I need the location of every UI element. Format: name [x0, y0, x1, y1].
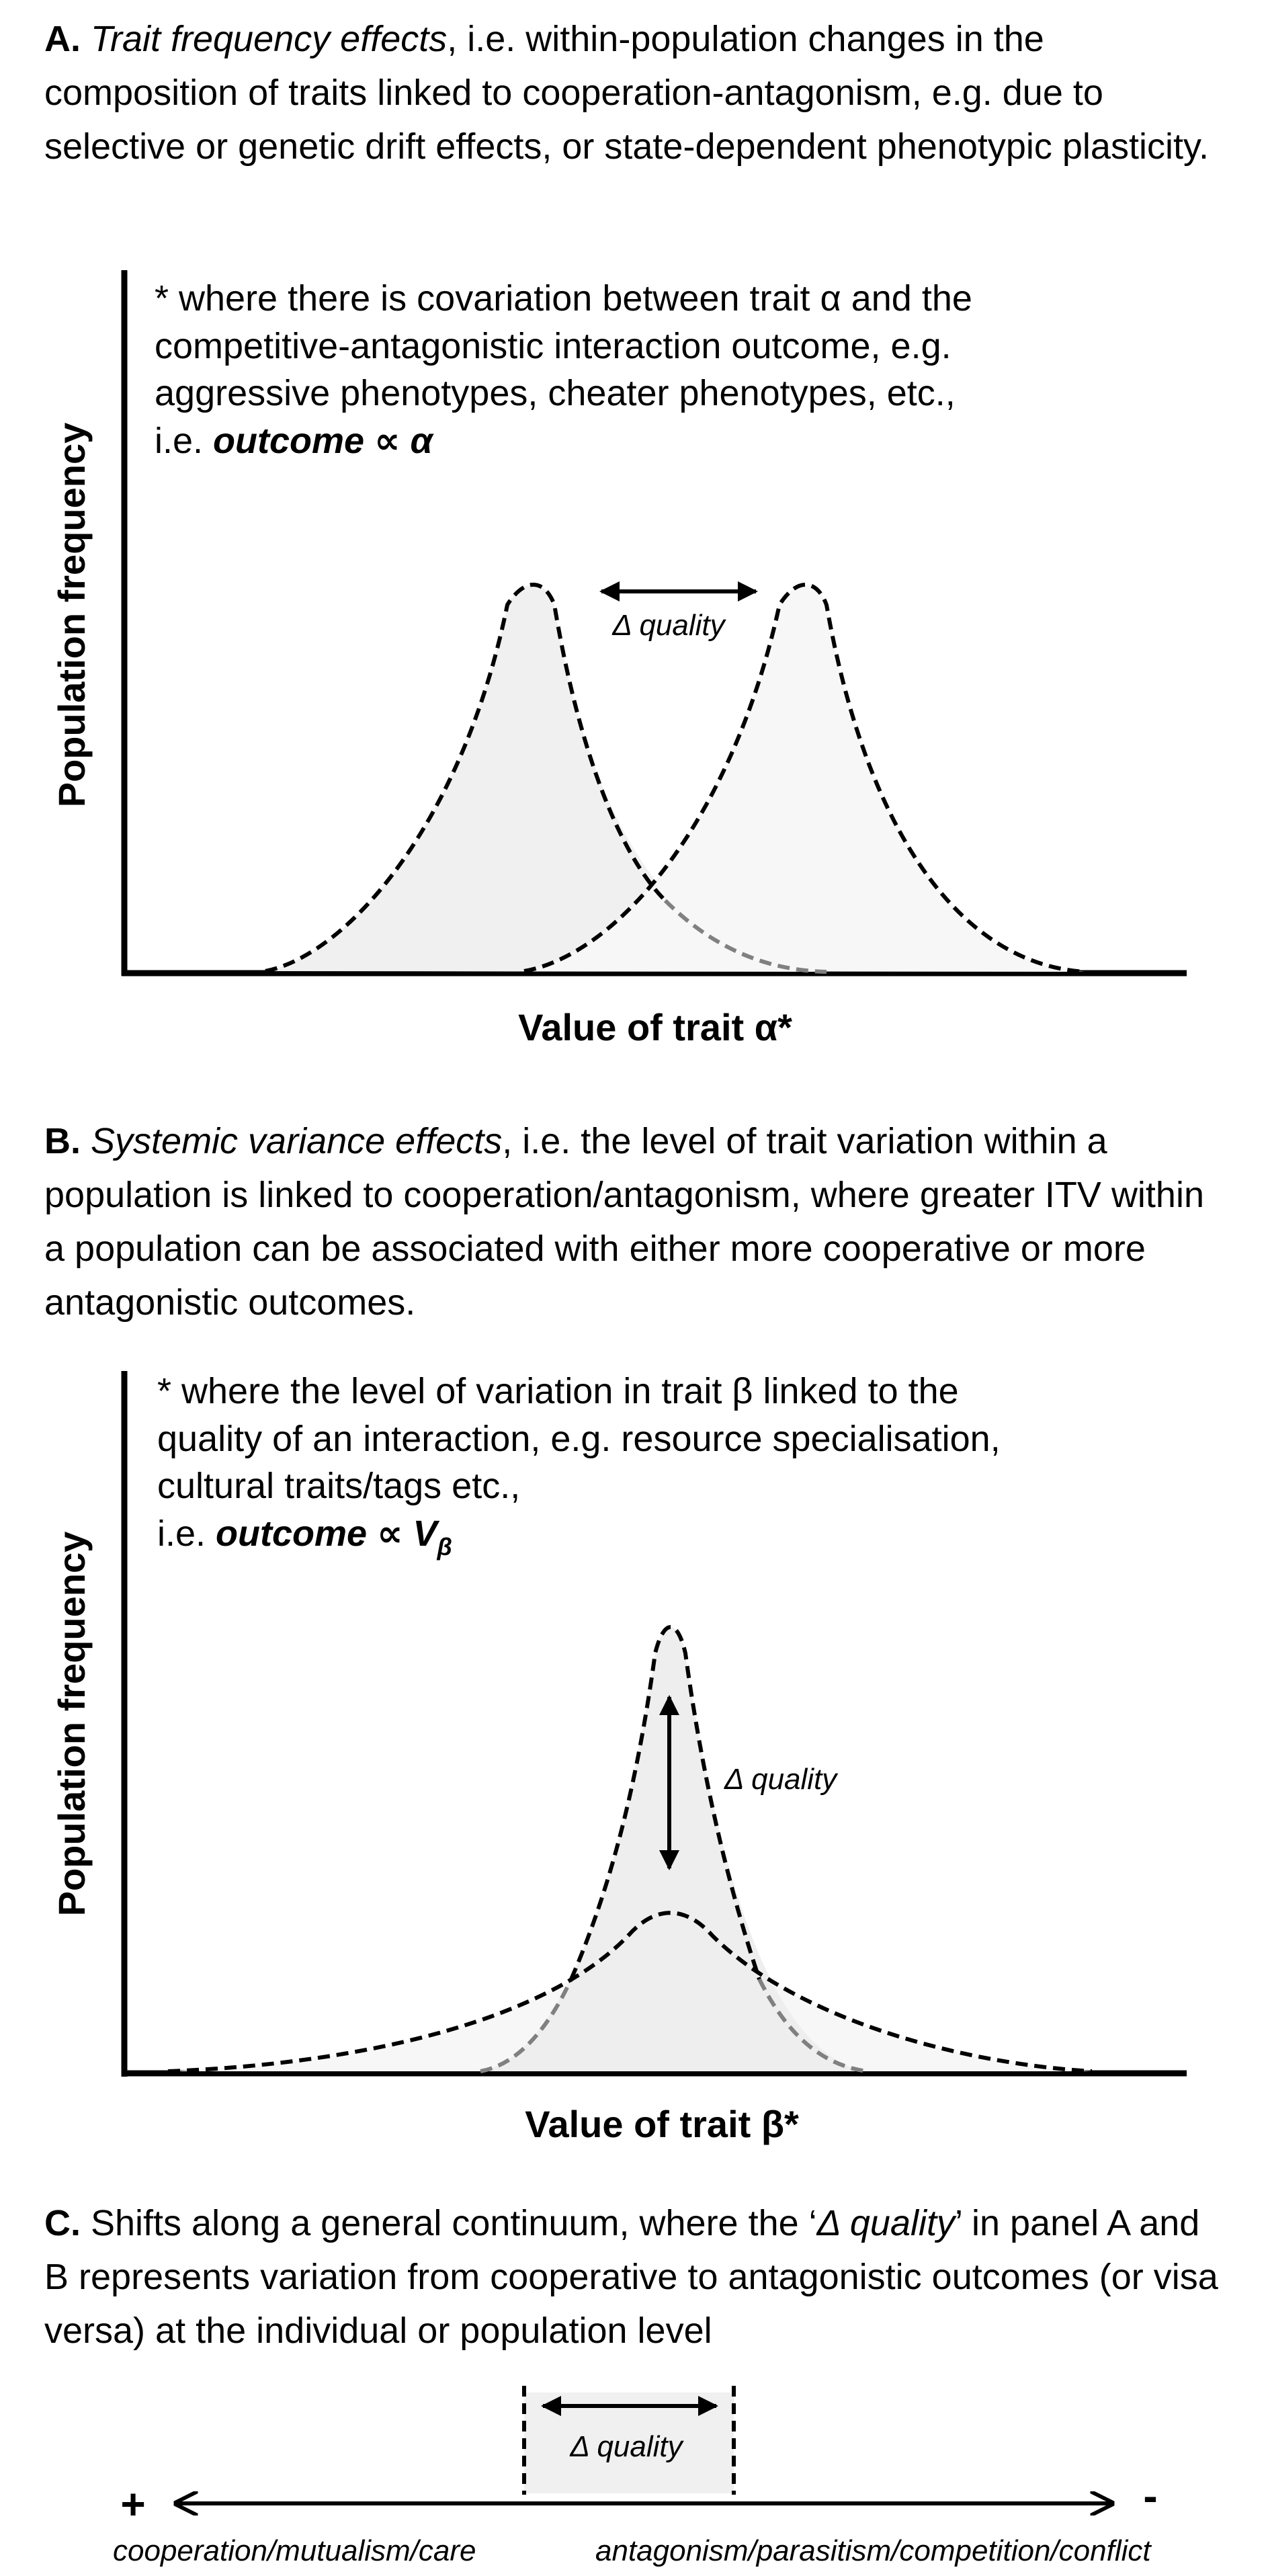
panel-a-delta-label: Δ quality	[611, 609, 726, 642]
panel-c-right-label: antagonism/parasitism/competition/confli…	[595, 2534, 1152, 2567]
panel-c-delta-label: Δ quality	[569, 2430, 684, 2463]
panel-b-delta-label: Δ quality	[724, 1763, 839, 1796]
panel-c-plus-sign: +	[120, 2480, 145, 2528]
panel-a-diagram: Δ quality * where there is covariation b…	[50, 270, 1187, 1048]
panel-a-description: , i.e. within-population changes in the …	[44, 19, 1209, 167]
panel-c-caption: C. Shifts along a general continuum, whe…	[44, 2196, 1234, 2358]
panel-b-wide-curve	[167, 1911, 1093, 2073]
panel-b-note-line-3: cultural traits/tags etc.,	[157, 1466, 520, 1506]
panel-a-note-formula: outcome ∝ α	[213, 421, 434, 461]
panel-a-curve-right-fill	[524, 585, 1085, 972]
panel-a-note-line-2: competitive-antagonistic interaction out…	[155, 326, 951, 366]
panel-a-note-line-4: i.e. outcome ∝ α	[155, 421, 435, 461]
panel-b-narrow-curve-tail-left	[480, 1978, 573, 2073]
panel-b-note-line-2: quality of an interaction, e.g. resource…	[157, 1419, 1001, 1459]
panel-b-y-label: Population frequency	[50, 1532, 93, 1917]
panel-a-note-line-1: * where there is covariation between tra…	[155, 278, 972, 319]
panel-a-curve-left-tail	[663, 899, 827, 974]
panel-b-note-subscript: β	[437, 1533, 452, 1561]
panel-a-note-line-3: aggressive phenotypes, cheater phenotype…	[155, 373, 956, 413]
panel-a-letter: A.	[44, 19, 81, 59]
panel-b-narrow-curve	[569, 1625, 761, 1981]
panel-a-curve-right	[523, 583, 1086, 974]
panel-b-note-line-4: i.e. outcome ∝ Vβ	[157, 1513, 452, 1561]
panel-c-diagram: Δ quality + - cooperation/mutualism/care…	[113, 2386, 1158, 2567]
panel-b-note-line-1: * where the level of variation in trait …	[157, 1371, 959, 1411]
panel-b-caption: B. Systemic variance effects, i.e. the l…	[44, 1114, 1234, 1329]
panel-c-letter: C.	[44, 2203, 81, 2243]
panel-b-narrow-curve-tail-right	[757, 1978, 867, 2073]
panel-a-curve-left-fill	[265, 585, 827, 972]
panel-a-y-label: Population frequency	[50, 423, 93, 808]
panel-c-text-italic: Δ quality	[816, 2203, 955, 2243]
panel-a-x-label: Value of trait α*	[518, 1006, 792, 1048]
panel-c-left-label: cooperation/mutualism/care	[113, 2534, 476, 2567]
panel-a-note-prefix: i.e.	[155, 421, 213, 461]
panel-b-description: , i.e. the level of trait variation with…	[44, 1121, 1204, 1323]
panel-c-text-part-1: Shifts along a general continuum, where …	[81, 2203, 817, 2243]
panel-c-minus-sign: -	[1143, 2472, 1157, 2520]
panel-b-note-formula: outcome ∝ V	[216, 1513, 439, 1554]
panel-c-text-part-2: ’ in panel A and B represents variation …	[44, 2203, 1218, 2351]
panel-b-letter: B.	[44, 1121, 81, 1161]
panel-a-curve-left	[265, 583, 667, 973]
panel-b-note-prefix: i.e.	[157, 1513, 216, 1554]
panel-b-diagram: Δ quality * where the level of variation…	[50, 1371, 1187, 2145]
panel-a-caption: A. Trait frequency effects, i.e. within-…	[44, 12, 1234, 173]
panel-b-title: Systemic variance effects	[91, 1121, 503, 1161]
panel-b-x-label: Value of trait β*	[525, 2103, 799, 2145]
panel-a-title: Trait frequency effects	[91, 19, 448, 59]
